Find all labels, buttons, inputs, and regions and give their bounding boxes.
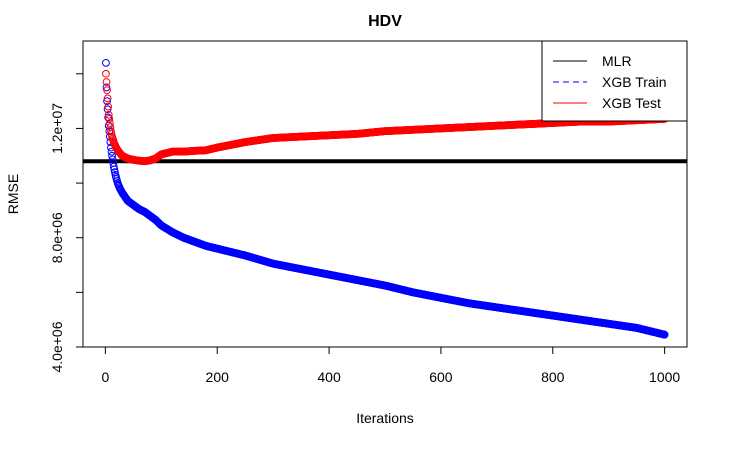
x-tick-label: 200 (206, 369, 230, 385)
legend: MLR XGB Train XGB Test (541, 40, 688, 122)
xgb-test-point (103, 94, 112, 103)
xgb-train-point (108, 155, 117, 164)
chart-title: HDV (368, 13, 402, 30)
xgb-test-point (103, 86, 111, 95)
x-tick-label: 1000 (649, 369, 680, 385)
y-axis: 4.0e+06 8.0e+06 1.2e+07 (49, 73, 84, 373)
legend-box (541, 40, 688, 122)
y-tick-label: 8.0e+06 (49, 212, 65, 263)
y-tick-label: 1.2e+07 (49, 103, 65, 154)
legend-label-xgb-test: XGB Test (602, 95, 661, 111)
xgb-test-point (107, 127, 115, 136)
xgb-test-point (105, 119, 114, 127)
xgb-train-point (103, 97, 111, 106)
xgb-test-point (102, 78, 111, 86)
xgb-test-point (105, 114, 114, 123)
xgb-test-point (102, 69, 110, 78)
xgb-train-points (102, 58, 669, 339)
x-tick-label: 600 (429, 369, 453, 385)
legend-label-xgb-train: XGB Train (602, 74, 667, 90)
xgb-train-point (104, 113, 113, 122)
xgb-test-point (104, 102, 113, 111)
xgb-train-point (103, 105, 112, 114)
xgb-train-point (110, 165, 119, 174)
x-tick-label: 800 (541, 369, 565, 385)
x-tick-label: 400 (317, 369, 341, 385)
x-axis-label: Iterations (356, 410, 414, 426)
x-axis: 0 200 400 600 800 1000 (101, 346, 680, 385)
x-tick-label: 0 (101, 369, 109, 385)
y-axis-label: RMSE (5, 174, 21, 214)
xgb-train-point (660, 330, 669, 339)
xgb-train-point (102, 83, 111, 92)
xgb-train-point (109, 162, 118, 171)
y-tick-label: 4.0e+06 (49, 321, 65, 372)
legend-label-mlr: MLR (602, 53, 632, 69)
xgb-train-point (108, 151, 116, 160)
xgb-test-point (104, 110, 113, 119)
xgb-train-point (102, 58, 110, 67)
